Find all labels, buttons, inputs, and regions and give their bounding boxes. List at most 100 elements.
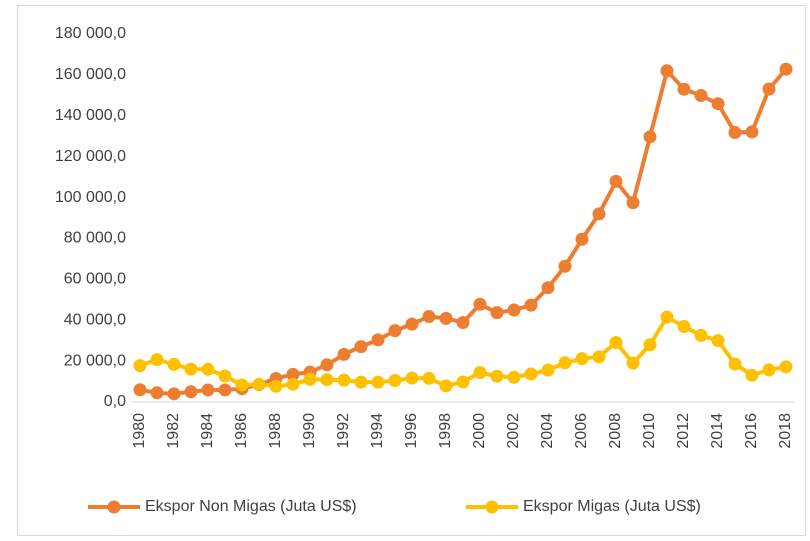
x-tick-label: 1986 (233, 413, 250, 449)
data-point (712, 334, 725, 347)
data-point (746, 125, 759, 138)
data-point (508, 304, 521, 317)
data-point (644, 338, 657, 351)
data-point (389, 324, 402, 337)
y-tick-label: 20 000,0 (64, 352, 126, 369)
data-point (219, 370, 232, 383)
x-tick-label: 1994 (369, 413, 386, 449)
legend-label: Ekspor Migas (Juta US$) (523, 498, 701, 515)
data-point (202, 383, 215, 396)
data-point (134, 383, 147, 396)
data-point (168, 358, 181, 371)
x-tick-label: 1998 (437, 413, 454, 449)
data-point (610, 175, 623, 188)
data-point (185, 385, 198, 398)
data-point (372, 333, 385, 346)
data-point (236, 379, 249, 392)
data-point (389, 374, 402, 387)
data-point (202, 363, 215, 376)
data-point (406, 318, 419, 331)
x-tick-label: 2002 (505, 413, 522, 449)
data-point (746, 369, 759, 382)
x-tick-label: 2014 (709, 413, 726, 449)
data-point (525, 299, 538, 312)
data-point (661, 64, 674, 77)
data-point (644, 130, 657, 143)
data-point (593, 207, 606, 220)
data-point (151, 386, 164, 399)
data-point (729, 126, 742, 139)
x-tick-label: 2008 (607, 413, 624, 449)
data-point (219, 383, 232, 396)
y-tick-label: 120 000,0 (55, 148, 126, 165)
chart: 0,020 000,040 000,060 000,080 000,0100 0… (0, 0, 810, 541)
data-point (525, 367, 538, 380)
x-tick-label: 1984 (199, 413, 216, 449)
data-point (287, 378, 300, 391)
data-point (423, 372, 436, 385)
data-point (576, 233, 589, 246)
data-point (780, 360, 793, 373)
y-tick-label: 80 000,0 (64, 230, 126, 247)
data-point (168, 387, 181, 400)
x-tick-label: 1996 (403, 413, 420, 449)
data-point (338, 374, 351, 387)
data-point (270, 380, 283, 393)
data-point (355, 376, 368, 389)
data-point (406, 372, 419, 385)
data-point (440, 379, 453, 392)
data-point (253, 378, 266, 391)
data-point (151, 353, 164, 366)
data-point (185, 363, 198, 376)
y-tick-label: 160 000,0 (55, 66, 126, 83)
x-tick-label: 2010 (641, 413, 658, 449)
data-point (763, 363, 776, 376)
data-point (508, 371, 521, 384)
data-point (457, 375, 470, 388)
data-point (627, 196, 640, 209)
data-point (559, 356, 572, 369)
data-point (542, 364, 555, 377)
y-tick-label: 100 000,0 (55, 189, 126, 206)
data-point (423, 310, 436, 323)
data-point (338, 348, 351, 361)
x-tick-label: 2012 (675, 413, 692, 449)
data-point (678, 320, 691, 333)
data-point (559, 260, 572, 273)
data-point (355, 340, 368, 353)
data-point (321, 358, 334, 371)
y-tick-label: 40 000,0 (64, 311, 126, 328)
data-point (491, 306, 504, 319)
data-point (695, 329, 708, 342)
data-point (678, 83, 691, 96)
x-tick-label: 1988 (267, 413, 284, 449)
data-point (593, 350, 606, 363)
data-point (695, 89, 708, 102)
data-point (661, 311, 674, 324)
data-point (780, 63, 793, 76)
y-tick-label: 140 000,0 (55, 107, 126, 124)
legend-marker (486, 501, 499, 514)
y-tick-label: 60 000,0 (64, 271, 126, 288)
data-point (474, 366, 487, 379)
data-point (491, 370, 504, 383)
data-point (712, 97, 725, 110)
legend-label: Ekspor Non Migas (Juta US$) (145, 498, 357, 515)
data-point (440, 312, 453, 325)
data-point (610, 336, 623, 349)
x-tick-label: 1992 (335, 413, 352, 449)
y-tick-label: 180 000,0 (55, 25, 126, 42)
data-point (321, 373, 334, 386)
data-point (627, 357, 640, 370)
x-tick-label: 1990 (301, 413, 318, 449)
legend-marker (108, 501, 121, 514)
x-tick-label: 2004 (539, 413, 556, 449)
x-tick-label: 2016 (743, 413, 760, 449)
data-point (576, 352, 589, 365)
x-tick-label: 2006 (573, 413, 590, 449)
x-tick-label: 2000 (471, 413, 488, 449)
x-tick-label: 2018 (777, 413, 794, 449)
x-tick-label: 1982 (165, 413, 182, 449)
data-point (457, 316, 470, 329)
data-point (474, 298, 487, 311)
